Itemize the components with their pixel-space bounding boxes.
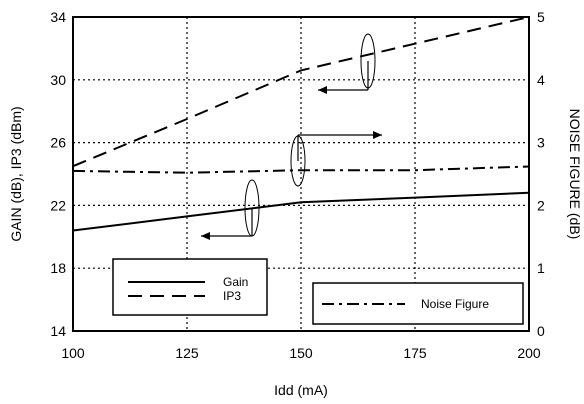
nf-pointer-arrowhead — [373, 131, 382, 139]
ip3-pointer-arrowhead — [318, 86, 327, 94]
x-axis-label: Idd (mA) — [274, 382, 328, 398]
series-line-noise-figure — [72, 165, 530, 174]
series-line-ip3 — [72, 16, 530, 168]
y-right-tick-label: 0 — [537, 323, 545, 339]
x-tick-label: 200 — [517, 345, 541, 361]
y-left-tick-label: 22 — [50, 197, 66, 213]
legend-label-gain: Gain — [223, 275, 248, 289]
y-right-tick-label: 5 — [537, 9, 545, 25]
legend-box-0 — [112, 258, 268, 316]
y-left-tick-label: 18 — [50, 260, 66, 276]
y-right-tick-label: 3 — [537, 135, 545, 151]
legend-box-1 — [312, 282, 524, 325]
y-left-tick-label: 30 — [50, 72, 66, 88]
plot-frame — [72, 16, 530, 332]
y-right-axis-label: NOISE FIGURE (dB) — [567, 109, 583, 240]
y-right-tick-labels: 0 1 2 3 4 5 — [537, 9, 545, 339]
x-tick-labels: 100 125 150 175 200 — [61, 345, 541, 361]
y-right-tick-label: 1 — [537, 260, 545, 276]
legend-label-ip3: IP3 — [223, 289, 241, 303]
x-tick-label: 150 — [289, 345, 313, 361]
x-tick-label: 175 — [403, 345, 427, 361]
y-right-tick-label: 4 — [537, 72, 545, 88]
y-left-tick-label: 14 — [50, 323, 66, 339]
y-right-tick-label: 2 — [537, 197, 545, 213]
series-line-gain — [72, 191, 530, 232]
y-left-tick-label: 26 — [50, 135, 66, 151]
y-left-tick-label: 34 — [50, 9, 66, 25]
x-tick-label: 125 — [175, 345, 199, 361]
legend-label-noise-figure: Noise Figure — [421, 297, 489, 311]
x-tick-label: 100 — [61, 345, 85, 361]
y-left-tick-labels: 14 18 22 26 30 34 — [50, 9, 66, 339]
axis-pointer-annotations — [201, 33, 382, 240]
y-left-axis-label: GAIN (dB), IP3 (dBm) — [8, 106, 24, 241]
gain-pointer-arrowhead — [201, 232, 210, 240]
series-group — [72, 16, 530, 232]
